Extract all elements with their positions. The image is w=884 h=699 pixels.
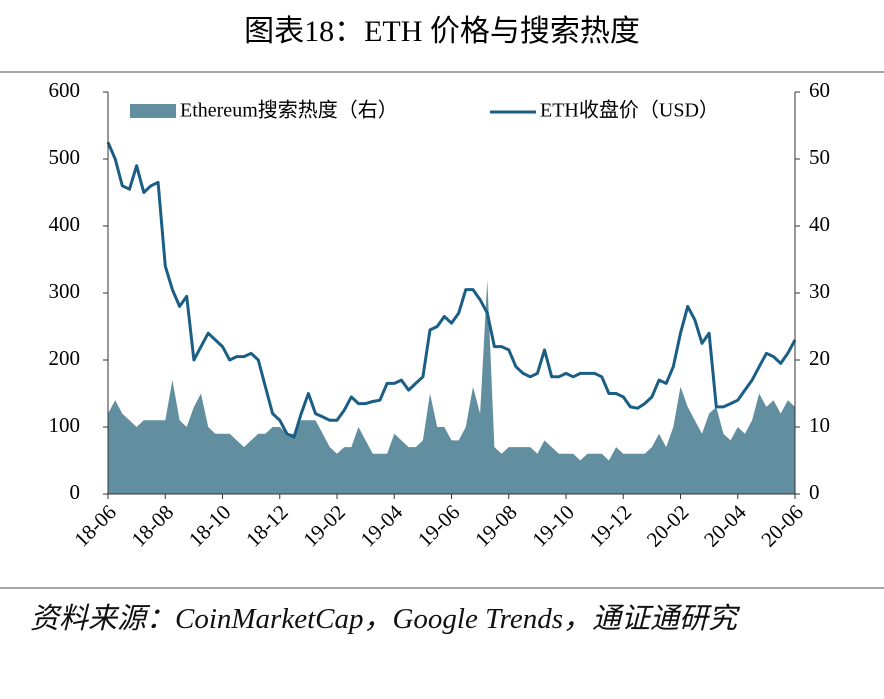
y2-tick-label: 40 [809, 212, 830, 236]
source-note: 资料来源：CoinMarketCap，Google Trends，通证通研究 [30, 603, 738, 635]
y-tick-label: 400 [49, 212, 81, 236]
x-tick-label: 20-06 [756, 500, 808, 552]
x-tick-label: 18-12 [241, 500, 293, 552]
legend-label: Ethereum搜索热度（右） [180, 99, 398, 122]
y2-tick-label: 0 [809, 480, 820, 504]
legend-swatch [130, 104, 176, 118]
x-tick-label: 19-02 [298, 500, 350, 552]
price-line [106, 141, 797, 439]
x-tick-label: 20-04 [699, 500, 751, 552]
x-tick-label: 20-02 [642, 500, 694, 552]
y2-tick-label: 20 [809, 346, 830, 370]
y2-tick-label: 60 [809, 78, 830, 102]
y2-tick-label: 50 [809, 145, 830, 169]
x-tick-label: 19-04 [356, 500, 408, 552]
y-tick-label: 100 [49, 413, 81, 437]
legend-label: ETH收盘价（USD） [540, 99, 719, 122]
y-tick-label: 500 [49, 145, 81, 169]
x-tick-label: 18-08 [127, 500, 179, 552]
x-tick-label: 19-08 [470, 500, 522, 552]
y2-tick-label: 30 [809, 279, 830, 303]
search-area [108, 279, 795, 494]
y-tick-label: 0 [70, 480, 81, 504]
x-tick-label: 18-06 [69, 500, 121, 552]
x-tick-label: 19-06 [413, 500, 465, 552]
y-tick-label: 300 [49, 279, 81, 303]
x-tick-label: 19-10 [527, 500, 579, 552]
y-tick-label: 200 [49, 346, 81, 370]
y-tick-label: 600 [49, 78, 81, 102]
x-tick-label: 18-10 [184, 500, 236, 552]
chart: 图表18：ETH 价格与搜索热度 0 100 200 300 400 500 600 0 10 2… [0, 15, 884, 589]
y2-tick-label: 10 [809, 413, 830, 437]
x-tick-label: 19-12 [585, 500, 637, 552]
chart-title: 图表18：ETH 价格与搜索热度 [244, 15, 640, 48]
